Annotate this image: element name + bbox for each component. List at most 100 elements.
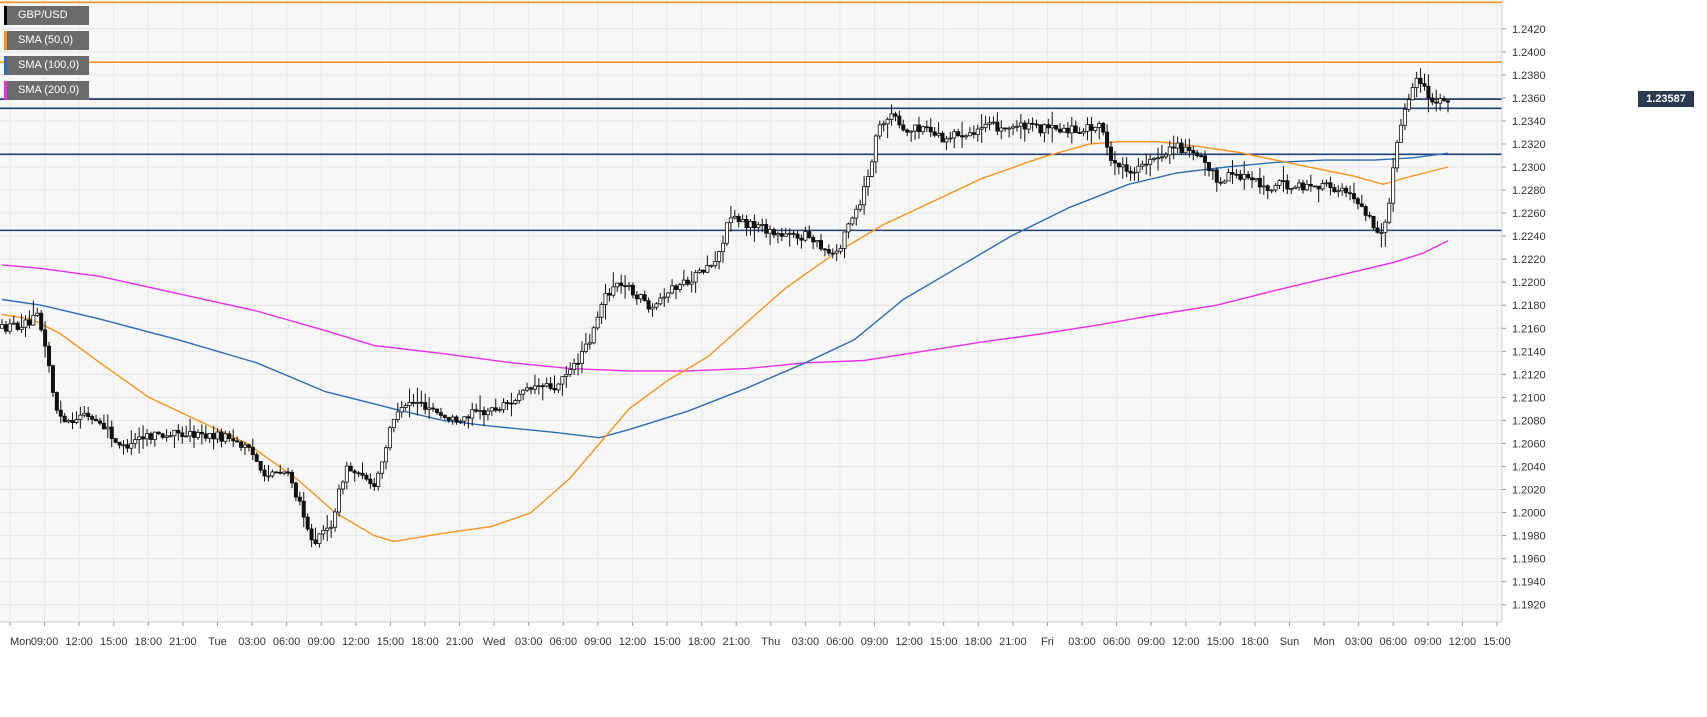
candle-body <box>642 294 647 301</box>
candle-body <box>819 240 824 250</box>
candle-body <box>313 539 318 544</box>
candle-body <box>329 526 334 529</box>
candle-body <box>19 326 24 330</box>
candle-body <box>337 488 342 513</box>
candle-body <box>1308 183 1313 187</box>
legend-sma50[interactable]: SMA (50,0) <box>4 31 90 50</box>
candle-body <box>74 419 79 424</box>
candle-body <box>681 279 686 286</box>
candle-body <box>1152 157 1157 160</box>
candle-body <box>807 231 812 238</box>
candle-body <box>172 429 177 437</box>
candle-body <box>1402 108 1407 126</box>
candle-body <box>489 407 494 412</box>
candle-body <box>1120 164 1125 168</box>
legend-sma100[interactable]: SMA (100,0) <box>4 56 90 75</box>
x-tick-label: Mon <box>1313 636 1334 648</box>
candle-body <box>1418 77 1423 84</box>
x-tick-label: 12:00 <box>65 636 93 648</box>
candle-body <box>301 500 306 518</box>
candle-body <box>470 409 475 419</box>
candle-body <box>909 130 914 133</box>
candle-body <box>944 138 949 143</box>
candle-body <box>231 438 236 442</box>
candle-body <box>1410 87 1415 101</box>
y-tick-label: 1.2420 <box>1512 24 1546 36</box>
x-tick-label: Wed <box>483 636 505 648</box>
candle-body <box>1156 157 1161 160</box>
candle-body <box>1105 131 1110 148</box>
candle-body <box>1022 122 1027 130</box>
candle-body <box>1042 124 1047 134</box>
candle-body <box>368 478 373 485</box>
candle-body <box>43 329 48 347</box>
y-tick-label: 1.2000 <box>1512 508 1546 520</box>
legend-symbol[interactable]: GBP/USD <box>4 6 90 25</box>
x-tick-label: 18:00 <box>135 636 163 648</box>
candle-body <box>278 471 283 474</box>
candle-body <box>623 285 628 288</box>
candle-body <box>736 215 741 223</box>
candle-body <box>250 446 255 456</box>
candle-body <box>90 416 95 420</box>
candle-body <box>756 224 761 229</box>
candle-body <box>317 533 322 544</box>
candle-body <box>485 410 490 416</box>
candle-body <box>795 233 800 239</box>
x-tick-label: 09:00 <box>1137 636 1165 648</box>
legend: GBP/USD SMA (50,0) SMA (100,0) SMA (200,… <box>4 6 90 106</box>
candle-body <box>728 217 733 224</box>
candle-body <box>979 127 984 130</box>
candle-body <box>1324 182 1329 185</box>
candle-body <box>3 324 8 332</box>
candle-body <box>352 470 357 474</box>
candle-body <box>666 292 671 298</box>
candle-body <box>991 121 996 124</box>
x-tick-label: 15:00 <box>1207 636 1235 648</box>
x-tick-label: 06:00 <box>1379 636 1407 648</box>
candle-body <box>775 233 780 236</box>
candle-body <box>356 472 361 475</box>
candle-body <box>113 438 118 443</box>
x-tick-label: 21:00 <box>169 636 197 648</box>
candle-body <box>960 135 965 138</box>
candle-body <box>235 440 240 443</box>
candle-body <box>1277 180 1282 186</box>
candle-body <box>62 415 67 423</box>
candle-body <box>1414 77 1419 88</box>
candle-body <box>434 408 439 414</box>
candle-body <box>1089 124 1094 131</box>
candle-body <box>1069 125 1074 134</box>
candle-body <box>717 251 722 262</box>
candle-body <box>376 472 381 487</box>
candle-body <box>1222 180 1227 184</box>
candle-body <box>693 272 698 283</box>
candle-body <box>160 433 165 438</box>
candle-body <box>58 409 63 417</box>
x-tick-label: Tue <box>208 636 227 648</box>
candle-body <box>411 401 416 404</box>
x-tick-label: 15:00 <box>930 636 958 648</box>
candle-body <box>1297 182 1302 188</box>
y-tick-label: 1.2140 <box>1512 346 1546 358</box>
candle-body <box>846 223 851 233</box>
candle-body <box>199 431 204 435</box>
legend-sma200[interactable]: SMA (200,0) <box>4 81 90 100</box>
candle-body <box>983 123 988 129</box>
plot-background <box>0 0 1502 622</box>
candle-body <box>1136 165 1141 173</box>
candle-body <box>458 420 463 423</box>
candle-body <box>0 324 4 329</box>
candle-body <box>1011 126 1016 129</box>
candle-body <box>760 223 765 226</box>
candle-body <box>885 118 890 125</box>
x-tick-label: 06:00 <box>273 636 301 648</box>
candle-body <box>70 420 75 424</box>
candle-body <box>1218 181 1223 184</box>
candle-body <box>105 426 110 430</box>
candle-body <box>658 297 663 305</box>
candle-body <box>141 436 146 440</box>
candle-body <box>1406 99 1411 110</box>
candle-body <box>297 496 302 502</box>
candle-body <box>344 465 349 483</box>
